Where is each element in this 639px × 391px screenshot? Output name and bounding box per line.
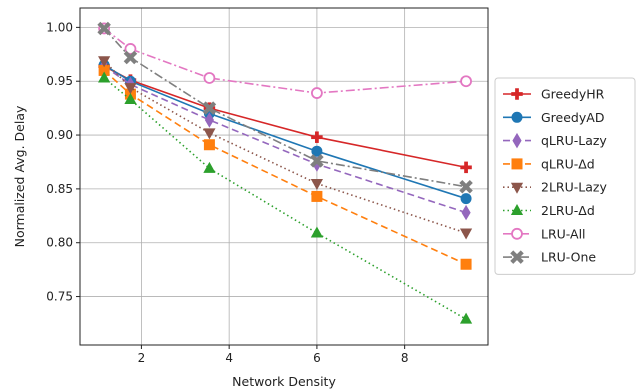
y-tick-label: 0.95	[46, 74, 73, 88]
data-point	[459, 179, 473, 194]
grid-lines	[80, 8, 488, 345]
data-point	[203, 161, 216, 173]
y-tick-label: 1.00	[46, 20, 73, 34]
legend-item: 2LRU-Lazy	[503, 180, 607, 195]
x-tick-label: 8	[401, 351, 409, 365]
data-point	[459, 312, 473, 324]
legend-item: LRU-One	[503, 250, 596, 265]
data-point	[310, 178, 324, 191]
data-point	[311, 145, 323, 157]
x-tick-label: 4	[225, 351, 233, 365]
legend-label: qLRU-Δd	[541, 156, 595, 171]
data-point	[311, 131, 323, 143]
legend-item: 2LRU-Δd	[503, 203, 595, 218]
data-point	[203, 139, 215, 151]
data-point	[124, 43, 137, 55]
legend-label: LRU-All	[541, 226, 586, 241]
data-point	[204, 112, 215, 128]
y-tick-label: 0.75	[46, 290, 73, 304]
series-2lru-d	[98, 71, 473, 324]
data-point	[202, 101, 217, 115]
legend-marker	[511, 227, 523, 240]
axis-ticks: 2 4 6 8 0.75 0.80 0.85 0.90 0.95 1.00	[46, 20, 408, 365]
legend-item: GreedyAD	[503, 110, 604, 125]
series-line	[103, 65, 467, 214]
data-point	[98, 56, 111, 68]
data-point	[124, 83, 137, 95]
data-point	[310, 154, 324, 168]
y-tick-label: 0.90	[46, 128, 73, 142]
series-layer	[97, 21, 473, 324]
series-line	[103, 77, 467, 320]
legend-item: GreedyHR	[503, 87, 605, 102]
data-point	[124, 92, 137, 105]
x-tick-label: 6	[313, 351, 321, 365]
data-point	[461, 204, 471, 221]
y-tick-label: 0.85	[46, 182, 73, 196]
plot-area-frame	[79, 7, 489, 346]
data-point	[311, 87, 323, 99]
legend-marker	[511, 111, 523, 123]
y-tick-label: 0.80	[46, 236, 73, 250]
legend: GreedyHR GreedyAD qLRU-Lazy qLRU-Δd 2LRU-Laz…	[494, 77, 636, 275]
series-2lru-lazy	[98, 56, 473, 240]
legend-label: qLRU-Lazy	[541, 133, 607, 148]
data-point	[97, 21, 111, 36]
data-point	[203, 72, 216, 84]
legend-label: 2LRU-Δd	[541, 203, 595, 218]
data-point	[460, 193, 472, 205]
series-lru-all	[98, 22, 472, 99]
legend-marker	[510, 250, 524, 264]
series-line	[103, 69, 467, 265]
x-axis-label: Network Density	[232, 374, 336, 389]
data-point	[459, 228, 473, 240]
legend-label: GreedyAD	[541, 110, 604, 125]
legend-marker	[512, 132, 522, 149]
series-line	[103, 27, 467, 188]
series-greedyhr	[98, 60, 472, 174]
y-axis-label: Normalized Avg. Delay	[12, 105, 27, 247]
series-lru-one	[97, 21, 473, 194]
legend-marker	[511, 88, 523, 100]
legend-marker	[510, 182, 524, 194]
data-point	[123, 50, 138, 65]
series-line	[103, 64, 467, 200]
data-point	[460, 258, 472, 270]
legend-label: GreedyHR	[541, 87, 605, 102]
data-point	[460, 161, 472, 174]
legend-box	[494, 77, 636, 275]
legend-item: LRU-All	[503, 226, 586, 241]
legend-item: qLRU-Lazy	[503, 132, 607, 149]
data-point	[311, 190, 323, 202]
data-point	[310, 226, 324, 238]
legend-label: LRU-One	[541, 250, 596, 265]
legend-marker	[511, 158, 523, 170]
legend-item: qLRU-Δd	[503, 156, 595, 171]
data-point	[460, 75, 472, 88]
data-point	[98, 71, 111, 83]
legend-label: 2LRU-Lazy	[541, 180, 607, 195]
series-line	[103, 60, 467, 234]
data-point	[203, 128, 216, 140]
series-line	[103, 27, 467, 94]
x-tick-label: 2	[138, 351, 146, 365]
legend-marker	[510, 203, 524, 215]
